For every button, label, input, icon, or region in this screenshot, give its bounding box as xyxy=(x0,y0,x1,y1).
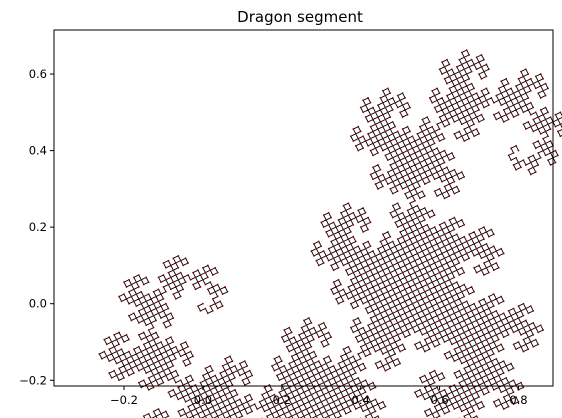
plot-area-frame xyxy=(53,29,554,387)
y-axis: −0.2 0.0 0.2 0.4 0.6 xyxy=(19,67,54,387)
x-tick-label: 0.4 xyxy=(352,393,370,407)
dragon-curve-line xyxy=(98,49,562,418)
y-tick-label: 0.6 xyxy=(29,67,47,81)
x-tick-label: 0.2 xyxy=(273,393,291,407)
y-tick-label: 0.2 xyxy=(29,220,47,234)
x-tick-label: −0.2 xyxy=(110,393,138,407)
y-tick-label: 0.0 xyxy=(29,297,47,311)
x-tick-label: 0.8 xyxy=(509,393,527,407)
dragon-curve xyxy=(98,49,562,418)
x-tick-label: 0.0 xyxy=(194,393,212,407)
dragon-curve-markers xyxy=(98,49,562,418)
chart-title: Dragon segment xyxy=(237,8,363,26)
y-tick-label: 0.4 xyxy=(29,144,47,158)
x-axis: −0.2 0.0 0.2 0.4 0.6 0.8 xyxy=(110,386,528,407)
x-tick-label: 0.6 xyxy=(430,393,448,407)
y-tick-label: −0.2 xyxy=(19,373,47,387)
